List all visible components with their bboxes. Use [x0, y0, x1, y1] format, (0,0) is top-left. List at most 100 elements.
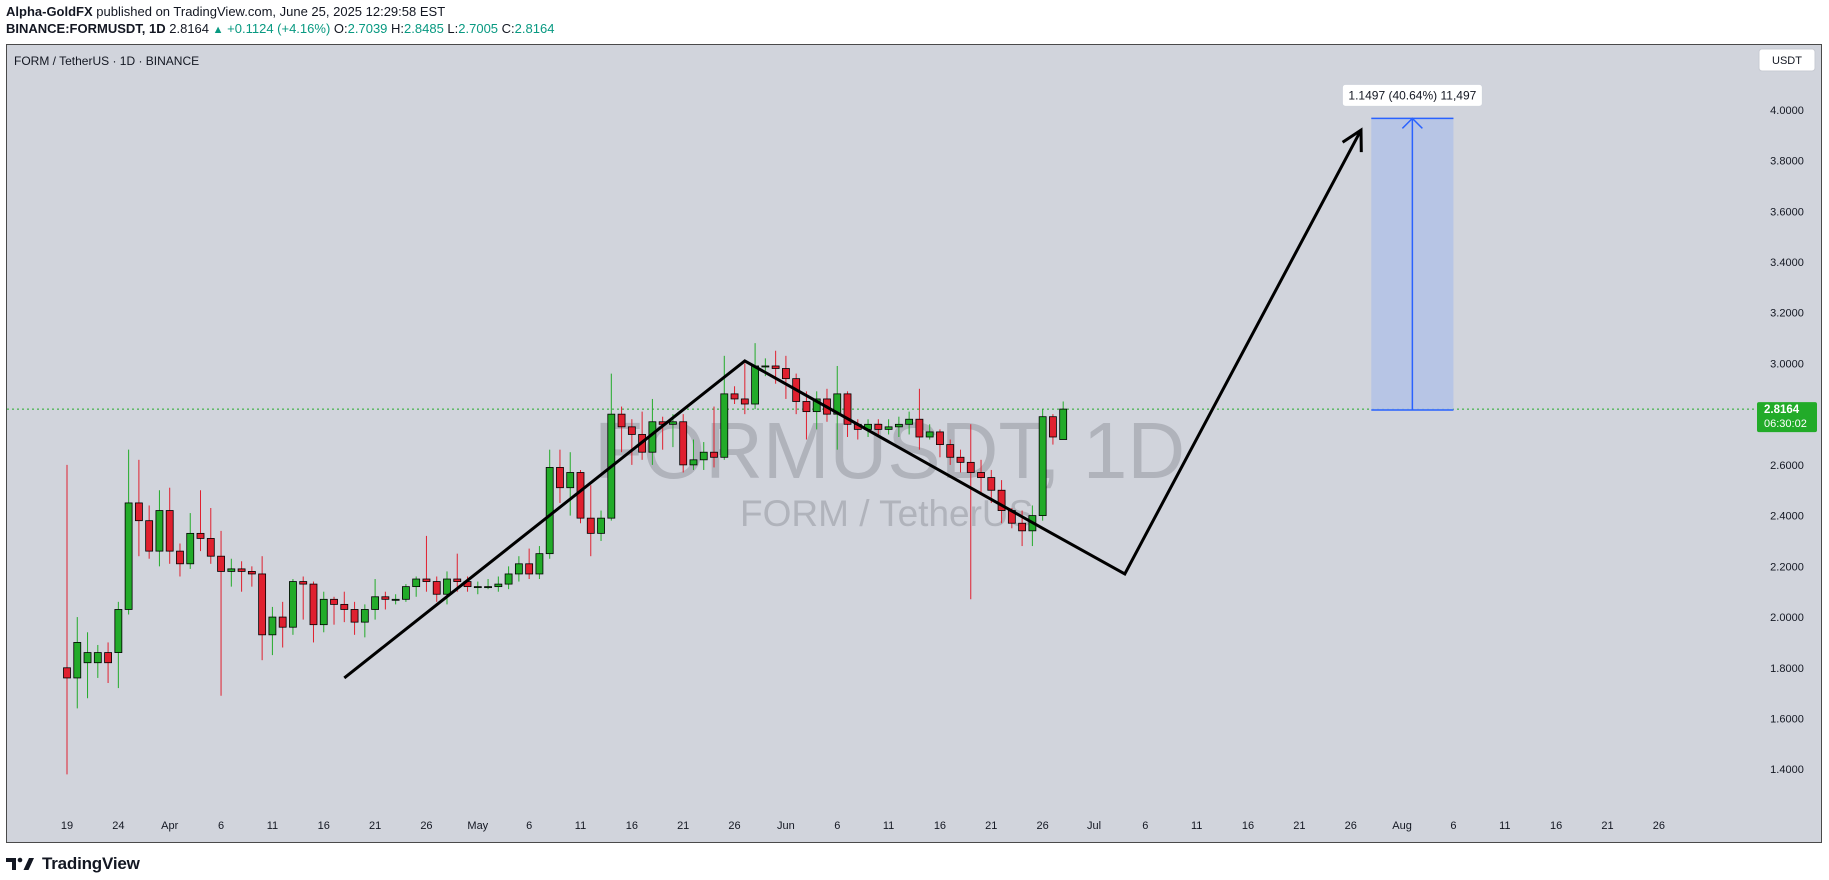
candle-down [586, 517, 595, 534]
candle-up [925, 431, 934, 438]
candle-down [997, 489, 1006, 511]
candle-up [514, 563, 523, 575]
low-label: L: [447, 21, 459, 36]
x-tick-label: 21 [985, 820, 997, 832]
candle-down [422, 578, 431, 582]
candle-down [977, 472, 985, 478]
open-label: O: [333, 21, 348, 36]
candle-up [884, 426, 893, 430]
y-tick-label: 2.0000 [1770, 612, 1804, 624]
candle-down [350, 609, 359, 623]
up-triangle-icon: ▲ [212, 24, 224, 36]
candle-up [412, 578, 421, 588]
x-tick-label: Aug [1392, 820, 1412, 832]
chart-title: FORM / TetherUS · 1D · BINANCE [14, 54, 199, 68]
candle-up [1059, 408, 1068, 440]
last-price: 2.8164 [169, 21, 210, 36]
candle-down [966, 461, 975, 473]
candle-up [319, 598, 328, 626]
chart-background [7, 45, 1821, 842]
x-tick-label: 6 [1450, 820, 1456, 832]
candle-down [874, 423, 883, 430]
candle-down [740, 398, 749, 405]
candle-down [802, 401, 811, 413]
open-value: 2.7039 [347, 21, 388, 36]
candle-up [83, 652, 92, 664]
candle-down [258, 573, 267, 636]
candle-down [237, 568, 246, 572]
ticker-line: BINANCE:FORMUSDT, 1D 2.8164 ▲ +0.1124 (+… [6, 21, 554, 38]
measure-label: 1.1497 (40.64%) 11,497 [1348, 88, 1476, 102]
candle-up [545, 467, 554, 555]
y-tick-label: 2.4000 [1770, 511, 1804, 523]
y-tick-label: 3.4000 [1770, 257, 1804, 269]
price-badge-countdown: 06:30:02 [1764, 418, 1807, 430]
candle-down [936, 431, 944, 445]
x-tick-label: 11 [883, 820, 894, 832]
measure-label-bg [1341, 83, 1483, 107]
y-tick-label: 3.0000 [1770, 358, 1804, 370]
currency-button-label[interactable]: USDT [1772, 55, 1802, 67]
candle-down [1049, 416, 1057, 438]
candle-down [432, 581, 441, 595]
x-tick-label: 26 [1037, 820, 1049, 832]
candle-up [905, 418, 914, 425]
candle-up [699, 451, 708, 461]
candle-up [93, 652, 102, 664]
y-tick-label: 2.6000 [1770, 460, 1804, 472]
price-badge-bg [1757, 402, 1817, 433]
y-tick-label: 3.6000 [1770, 206, 1804, 218]
x-tick-label: 16 [318, 820, 330, 832]
change-value: +0.1124 (+4.16%) [227, 21, 331, 36]
candle-up [504, 573, 513, 585]
candle-up [155, 510, 164, 552]
candle-down [206, 538, 215, 557]
candle-down [217, 555, 225, 572]
candle-down [627, 426, 636, 435]
y-tick-label: 4.0000 [1770, 105, 1804, 117]
candle-up [473, 586, 482, 589]
y-tick-label: 1.4000 [1770, 764, 1804, 776]
candle-down [63, 667, 71, 679]
candle-down [330, 598, 338, 605]
x-tick-label: Apr [161, 820, 178, 832]
candle-down [679, 421, 688, 466]
candle-down [165, 510, 174, 552]
candle-up [689, 459, 698, 466]
high-label: H: [391, 21, 405, 36]
chart-canvas[interactable]: FORMUSDT, 1D FORM / TetherUS 1.1497 (40.… [7, 45, 1821, 842]
x-tick-label: May [467, 820, 488, 832]
x-tick-label: 19 [61, 820, 73, 832]
swing-projection-line[interactable] [343, 129, 1363, 680]
x-tick-label: 26 [1345, 820, 1357, 832]
currency-button-bg[interactable] [1758, 48, 1816, 72]
tradingview-brand: TradingView [42, 854, 140, 873]
price-badge: 2.8164 06:30:02 [1757, 402, 1817, 433]
candle-up [669, 421, 677, 425]
candle-down [176, 550, 184, 565]
candle-up [1038, 416, 1047, 517]
author-name[interactable]: Alpha-GoldFX [6, 4, 93, 19]
candle-up [535, 553, 544, 575]
x-axis: 19 24 Apr 6 11 16 21 26 May 6 11 16 21 26 Jun 6 11 16 21 26… [61, 820, 1665, 832]
candles [63, 343, 1068, 775]
x-tick-label: 11 [1499, 820, 1510, 832]
candle-up [443, 578, 451, 595]
candle-up [268, 616, 277, 636]
chart-frame[interactable]: FORMUSDT, 1D FORM / TetherUS 1.1497 (40.… [6, 44, 1822, 843]
y-tick-label: 3.8000 [1770, 156, 1804, 168]
candle-down [299, 581, 308, 585]
x-tick-label: 6 [834, 820, 840, 832]
tradingview-footer[interactable]: TradingView [6, 852, 140, 876]
candle-down [1018, 522, 1027, 532]
x-tick-label: 21 [369, 820, 381, 832]
x-tick-label: 26 [1653, 820, 1665, 832]
candle-up [124, 502, 133, 610]
x-tick-label: Jun [777, 820, 795, 832]
low-value: 2.7005 [458, 21, 499, 36]
x-tick-label: 21 [1601, 820, 1613, 832]
swing-arrowhead-icon [1341, 127, 1363, 153]
currency-button[interactable]: USDT [1758, 48, 1816, 72]
candle-down [309, 583, 318, 626]
publish-info: published on TradingView.com, June 25, 2… [96, 4, 446, 19]
